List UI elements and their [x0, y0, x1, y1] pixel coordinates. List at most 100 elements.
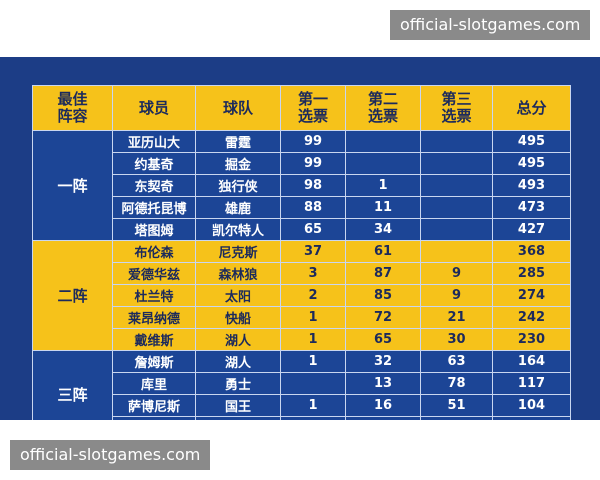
cell — [420, 130, 493, 153]
cell: 1 — [280, 328, 346, 351]
cell: 85 — [345, 284, 421, 307]
cell: 78 — [420, 372, 493, 395]
header-text: 总分 — [516, 99, 547, 117]
header-text: 第二选票 — [367, 90, 398, 125]
cell: 88 — [280, 196, 346, 219]
cell — [420, 152, 493, 175]
cell: 湖人 — [195, 350, 281, 373]
group-label: 三阵 — [32, 350, 113, 420]
cell: 雄鹿 — [195, 196, 281, 219]
cell: 1 — [280, 350, 346, 373]
data-row: 莱昂纳德 快船 1 72 21 242 — [33, 306, 571, 329]
cell: 凯尔特人 — [195, 218, 281, 241]
cell: 莱昂纳德 — [112, 306, 196, 329]
header-cell: 第一选票 — [280, 85, 346, 131]
cell: 11 — [345, 196, 421, 219]
cell: 51 — [420, 394, 493, 417]
cell: 雷霆 — [195, 130, 281, 153]
cell: 布伦森 — [112, 240, 196, 263]
cell — [195, 416, 281, 420]
cell: 98 — [280, 174, 346, 197]
group-label: 一阵 — [32, 130, 113, 241]
data-row: 一阵 亚历山大 雷霆 99 495 — [32, 130, 571, 241]
data-row — [33, 416, 571, 420]
cell: 9 — [420, 284, 493, 307]
cell — [420, 416, 493, 420]
cell: 493 — [492, 174, 571, 197]
header-cell: 总分 — [492, 85, 571, 131]
cell: 473 — [492, 196, 571, 219]
cell: 3 — [280, 262, 346, 285]
cell: 368 — [492, 240, 571, 263]
cell: 9 — [420, 262, 493, 285]
data-row: 萨博尼斯 国王 1 16 51 104 — [33, 394, 571, 417]
watermark: official-slotgames.com — [390, 10, 591, 40]
cell — [112, 416, 196, 420]
cell: 34 — [345, 218, 421, 241]
cell: 约基奇 — [112, 152, 196, 175]
cell: 242 — [492, 306, 571, 329]
cell: 117 — [492, 372, 571, 395]
cell: 森林狼 — [195, 262, 281, 285]
group-label: 二阵 — [32, 240, 113, 351]
cell: 亚历山大 — [112, 130, 196, 153]
data-row: 二阵 布伦森 尼克斯 37 61 368 — [32, 240, 571, 351]
cell: 61 — [345, 240, 421, 263]
header-text: 最佳阵容 — [57, 90, 88, 125]
cell: 戴维斯 — [112, 328, 196, 351]
cell: 65 — [345, 328, 421, 351]
cell: 495 — [492, 130, 571, 153]
cell — [492, 416, 571, 420]
cell: 164 — [492, 350, 571, 373]
cell: 东契奇 — [112, 174, 196, 197]
cell: 104 — [492, 394, 571, 417]
cell: 495 — [492, 152, 571, 175]
cell: 勇士 — [195, 372, 281, 395]
cell — [420, 196, 493, 219]
cell: 杜兰特 — [112, 284, 196, 307]
cell: 1 — [280, 394, 346, 417]
cell: 32 — [345, 350, 421, 373]
cell: 13 — [345, 372, 421, 395]
data-row: 杜兰特 太阳 2 85 9 274 — [33, 284, 571, 307]
cell: 太阳 — [195, 284, 281, 307]
cell — [345, 130, 421, 153]
data-row: 库里 勇士 13 78 117 — [33, 372, 571, 395]
cell: 湖人 — [195, 328, 281, 351]
cell: 阿德托昆博 — [112, 196, 196, 219]
cell: 1 — [280, 306, 346, 329]
cell: 285 — [492, 262, 571, 285]
cell: 427 — [492, 218, 571, 241]
header-cell: 最佳阵容 — [32, 85, 113, 131]
cell: 萨博尼斯 — [112, 394, 196, 417]
cell — [280, 372, 346, 395]
data-row: 戴维斯 湖人 1 65 30 230 — [33, 328, 571, 351]
watermark: official-slotgames.com — [10, 440, 211, 470]
data-row: 东契奇 独行侠 98 1 493 — [33, 174, 571, 197]
header-cell: 第二选票 — [345, 85, 421, 131]
selection-table: 最佳阵容 球员 球队 第一选票 第二选票 第三选票 总分 一阵 亚历山大 雷霆 99 495 约基奇 掘金… — [32, 85, 571, 420]
header-text: 第三选票 — [441, 90, 472, 125]
cell: 库里 — [112, 372, 196, 395]
cell: 1 — [345, 174, 421, 197]
cell: 65 — [280, 218, 346, 241]
cell: 37 — [280, 240, 346, 263]
cell: 72 — [345, 306, 421, 329]
cell: 274 — [492, 284, 571, 307]
cell: 99 — [280, 130, 346, 153]
cell: 爱德华兹 — [112, 262, 196, 285]
header-cell: 第三选票 — [420, 85, 493, 131]
table-panel: 最佳阵容 球员 球队 第一选票 第二选票 第三选票 总分 一阵 亚历山大 雷霆 99 495 约基奇 掘金… — [0, 57, 600, 420]
cell: 尼克斯 — [195, 240, 281, 263]
cell: 掘金 — [195, 152, 281, 175]
cell — [345, 152, 421, 175]
header-text: 第一选票 — [297, 90, 328, 125]
data-row: 塔图姆 凯尔特人 65 34 427 — [33, 218, 571, 241]
cell: 独行侠 — [195, 174, 281, 197]
cell — [420, 240, 493, 263]
cell: 87 — [345, 262, 421, 285]
cell: 塔图姆 — [112, 218, 196, 241]
data-row: 阿德托昆博 雄鹿 88 11 473 — [33, 196, 571, 219]
header-cell: 球队 — [195, 85, 281, 131]
